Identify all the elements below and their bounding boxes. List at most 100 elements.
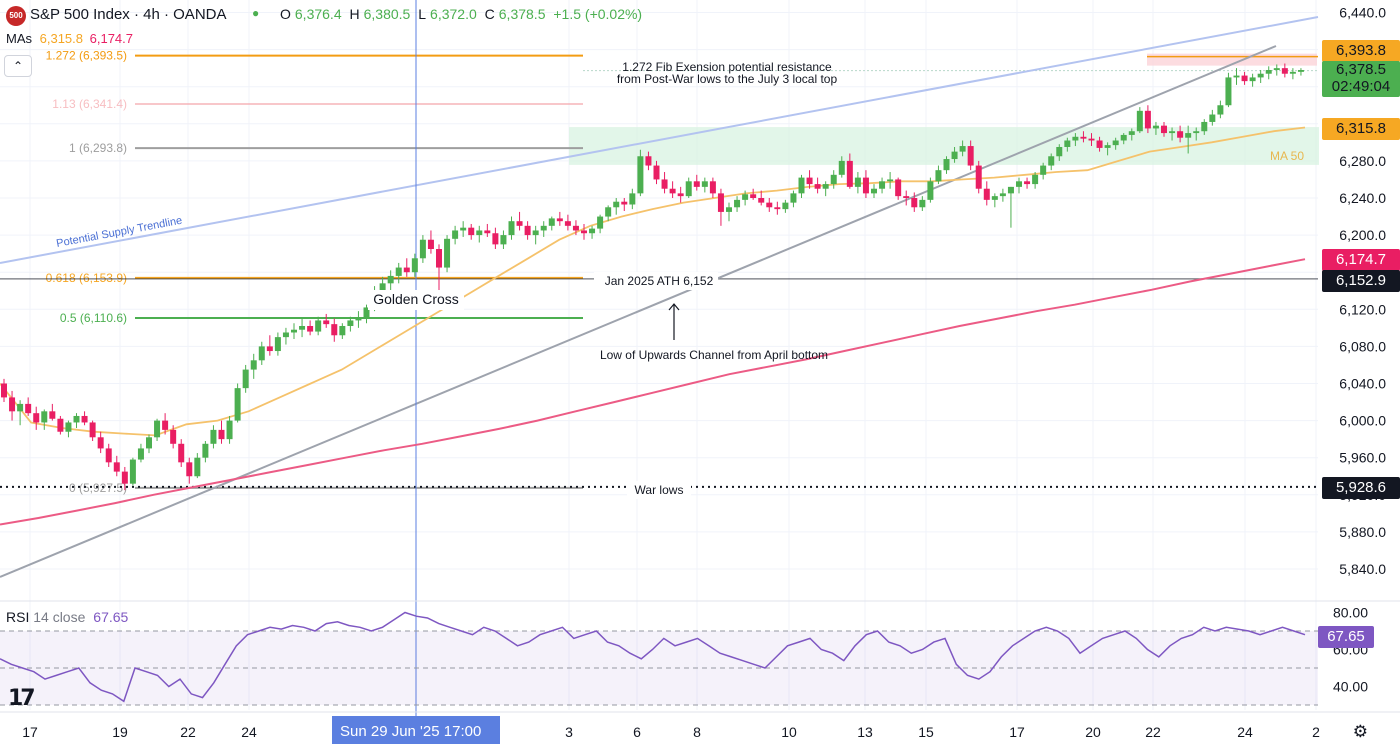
candle-body (1225, 77, 1232, 106)
candle-body (419, 239, 426, 259)
candle-body (242, 369, 249, 389)
candle-body (492, 233, 499, 245)
candle-body (387, 275, 394, 284)
candle-body (194, 457, 201, 477)
candle-body (307, 325, 314, 332)
arrow-up-icon (668, 303, 680, 311)
price-axis-tick: 6,080.0 (1339, 338, 1386, 354)
candle-body (436, 249, 442, 268)
candle-body (701, 181, 708, 187)
candle-body (331, 324, 338, 336)
candle-body (49, 411, 56, 419)
last-price-badge: 6,378.5 02:49:04 (1322, 61, 1400, 97)
candle-body (613, 201, 620, 208)
candle-body (1169, 131, 1176, 134)
candle-body (871, 188, 877, 194)
candle-body (146, 437, 152, 449)
candle-body (1, 383, 7, 398)
candle-body (137, 448, 144, 460)
collapse-legend-button[interactable]: ⌃ (4, 55, 32, 77)
rsi-legend[interactable]: RSI 14 close 67.65 (6, 609, 128, 625)
candle-body (1007, 186, 1014, 194)
candle-body (895, 179, 902, 197)
ma-legend[interactable]: MAs 6,315.8 6,174.7 (6, 31, 133, 46)
candle-body (951, 151, 958, 160)
rsi-params: 14 close (33, 609, 86, 625)
fib-level-label: 1.13 (6,341.4) (52, 97, 127, 111)
chart-title[interactable]: S&P 500 Index · 4h · OANDA (30, 6, 227, 23)
fib-level-label: 0.5 (6,110.6) (60, 311, 127, 325)
price-axis-tick: 6,440.0 (1339, 5, 1386, 21)
candle-body (919, 199, 926, 208)
fib-1272-price-badge: 6,393.8 (1322, 40, 1400, 62)
candle-body (1056, 146, 1063, 157)
candle-body (1112, 140, 1119, 146)
low-value: 6,372.0 (430, 6, 477, 22)
candle-body (782, 202, 789, 210)
ohlc-legend: O 6,376.4 H 6,380.5 L 6,372.0 C 6,378.5 +1.5… (280, 6, 646, 22)
candle-body (677, 193, 684, 197)
candle-body (927, 181, 934, 200)
gear-icon[interactable]: ⚙ (1352, 722, 1368, 741)
candle-body (162, 420, 169, 430)
candle-body (460, 227, 467, 231)
ma-legend-label: MAs (6, 31, 32, 46)
war-lows-label: War lows (635, 483, 684, 497)
candle-body (637, 156, 644, 194)
time-axis-tick: 8 (693, 724, 701, 740)
candle-body (1080, 136, 1087, 139)
price-axis-tick: 5,960.0 (1339, 450, 1386, 466)
candle-body (1040, 165, 1047, 175)
candle-body (717, 193, 724, 212)
change-value: +1.5 (+0.02%) (553, 6, 643, 22)
time-axis-tick: 24 (241, 724, 257, 740)
rsi-axis-tick: 40.00 (1333, 679, 1368, 695)
candle-body (1193, 131, 1200, 134)
candle-body (991, 196, 998, 200)
candle-body (379, 283, 386, 291)
candle-body (1016, 181, 1022, 187)
ma50-price-badge: 6,315.8 (1322, 118, 1400, 140)
candle-body (226, 420, 233, 440)
candle-body (999, 193, 1006, 197)
candle-body (572, 225, 579, 231)
candle-body (411, 258, 418, 273)
chevron-up-icon: ⌃ (12, 59, 24, 73)
candle-body (1233, 75, 1240, 78)
price-axis-tick: 6,000.0 (1339, 413, 1386, 429)
candle-body (750, 194, 757, 198)
candle-body (170, 429, 177, 444)
candle-body (476, 230, 483, 236)
candle-body (685, 181, 692, 197)
candle-body (129, 459, 136, 484)
candle-body (89, 422, 96, 438)
time-axis-tick: 3 (565, 724, 573, 740)
candle-body (524, 225, 531, 236)
fib-note-line2: from Post-War lows to the July 3 local t… (617, 72, 838, 86)
candle-body (943, 159, 950, 171)
candle-body (830, 174, 837, 185)
close-value: 6,378.5 (498, 6, 546, 22)
price-axis-tick: 6,120.0 (1339, 301, 1386, 317)
ath-price-badge: 6,152.9 (1322, 270, 1400, 292)
candle-body (1257, 73, 1264, 78)
candle-body (1032, 174, 1039, 185)
candle-body (1096, 140, 1103, 148)
candle-body (81, 415, 88, 423)
price-axis-tick: 6,240.0 (1339, 190, 1386, 206)
channel-trendline (0, 45, 1277, 578)
price-axis-tick: 6,280.0 (1339, 153, 1386, 169)
price-axis-tick: 5,840.0 (1339, 561, 1386, 577)
tradingview-logo-icon[interactable]: 17 (8, 686, 36, 711)
candle-body (1136, 110, 1143, 132)
candle-body (806, 177, 813, 185)
candle-body (113, 462, 120, 472)
candle-body (1281, 68, 1288, 74)
time-axis-tick: 2 (1312, 724, 1320, 740)
candle-body (9, 397, 16, 412)
candle-body (1152, 125, 1159, 129)
candle-body (1104, 145, 1111, 148)
candle-body (234, 388, 241, 421)
candle-body (653, 165, 660, 180)
